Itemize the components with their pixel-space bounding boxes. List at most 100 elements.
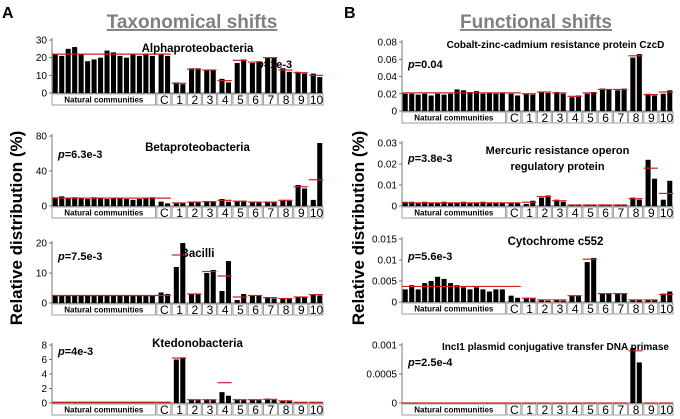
group-label-box: [217, 403, 233, 416]
group-label-box: [186, 403, 202, 416]
bar: [59, 196, 65, 206]
group-label: 8: [633, 206, 640, 220]
bar: [117, 198, 123, 206]
bar: [165, 203, 171, 206]
bar: [606, 293, 612, 302]
group-label-box: [156, 403, 172, 416]
y-tick-label: 0: [391, 202, 397, 213]
bar: [204, 273, 210, 303]
bar: [189, 294, 195, 303]
bar: [523, 93, 529, 111]
bar: [448, 202, 454, 206]
bar: [560, 300, 566, 302]
bar: [65, 198, 71, 206]
group-label-box: [171, 93, 187, 106]
group-label: 7: [268, 403, 275, 417]
bar: [234, 399, 240, 403]
p-value: p=6.3e-3: [57, 149, 102, 161]
bar: [143, 54, 149, 93]
natural-label-box: [401, 403, 507, 416]
natural-label: Natural communities: [64, 306, 144, 315]
bar: [143, 295, 149, 303]
group-label: C: [510, 111, 519, 125]
group-label-box: [536, 403, 552, 416]
natural-label: Natural communities: [64, 406, 144, 415]
group-label-box: [582, 403, 598, 416]
bar: [280, 199, 286, 206]
group-label-box: [521, 111, 537, 124]
bar: [234, 300, 240, 303]
bar: [636, 54, 642, 111]
bar: [591, 257, 597, 302]
chart-title: Cytochrome c552: [508, 236, 604, 248]
bar: [422, 283, 428, 302]
chart-title: Betaproteobacteria: [145, 142, 250, 154]
bar: [441, 201, 447, 206]
y-tick-label: 30: [36, 36, 48, 47]
bar: [422, 93, 428, 111]
y-tick-label: 0.02: [378, 89, 398, 100]
bar: [72, 47, 78, 93]
group-label: 2: [541, 403, 548, 417]
bar: [508, 295, 514, 302]
bar: [415, 289, 421, 302]
y-axis-label-b: Relative distribution (%): [349, 131, 368, 326]
group-label-box: [202, 206, 217, 219]
group-label: 8: [283, 206, 290, 220]
chart-6: 0 0.01 0.02 0.03 Natural communities C 1 2 3 4 5 6 7…: [378, 139, 674, 221]
group-label-box: [643, 206, 659, 219]
chart-title: Ktedonobacteria: [152, 338, 243, 350]
group-label: 10: [660, 403, 674, 417]
group-label: 6: [252, 93, 259, 107]
bar: [317, 295, 323, 303]
bar: [123, 57, 129, 93]
group-label: 7: [268, 303, 275, 317]
bar: [286, 298, 292, 303]
bar: [180, 84, 186, 93]
y-tick-label: 20: [36, 53, 48, 64]
bar: [667, 90, 673, 111]
bar: [265, 398, 271, 403]
bar: [428, 95, 434, 111]
group-label: 8: [283, 303, 290, 317]
group-label-box: [521, 403, 537, 416]
natural-label: Natural communities: [414, 406, 494, 415]
bar: [271, 298, 277, 303]
bar: [265, 297, 271, 303]
bar: [130, 295, 136, 303]
col-a-title: Taxonomical shifts: [107, 12, 278, 33]
bar: [286, 71, 292, 93]
group-label: 4: [572, 302, 579, 316]
group-label-box: [628, 302, 643, 315]
bar: [219, 392, 225, 403]
bar: [91, 197, 97, 206]
p-value: p=7.5e-3: [57, 251, 102, 263]
group-label: 10: [310, 303, 324, 317]
bar: [165, 55, 171, 93]
bar: [508, 202, 514, 206]
bar: [409, 201, 415, 206]
bar: [554, 92, 560, 111]
bar: [78, 295, 84, 303]
bar: [98, 295, 104, 303]
bar: [539, 299, 545, 302]
bar: [210, 270, 216, 303]
bar: [85, 199, 91, 206]
group-label-box: [582, 302, 598, 315]
group-label: C: [160, 303, 169, 317]
group-label: 9: [648, 302, 655, 316]
bar: [530, 200, 536, 206]
bar: [195, 202, 201, 206]
bar: [123, 295, 129, 303]
group-label: 6: [252, 206, 259, 220]
bar: [441, 94, 447, 111]
group-label: 5: [237, 403, 244, 417]
bar: [180, 203, 186, 206]
group-label-box: [308, 403, 324, 416]
bar: [591, 92, 597, 111]
group-label-box: [597, 206, 613, 219]
bar: [515, 95, 521, 111]
natural-label-box: [51, 206, 157, 219]
bar: [523, 203, 529, 206]
bar: [584, 93, 590, 111]
